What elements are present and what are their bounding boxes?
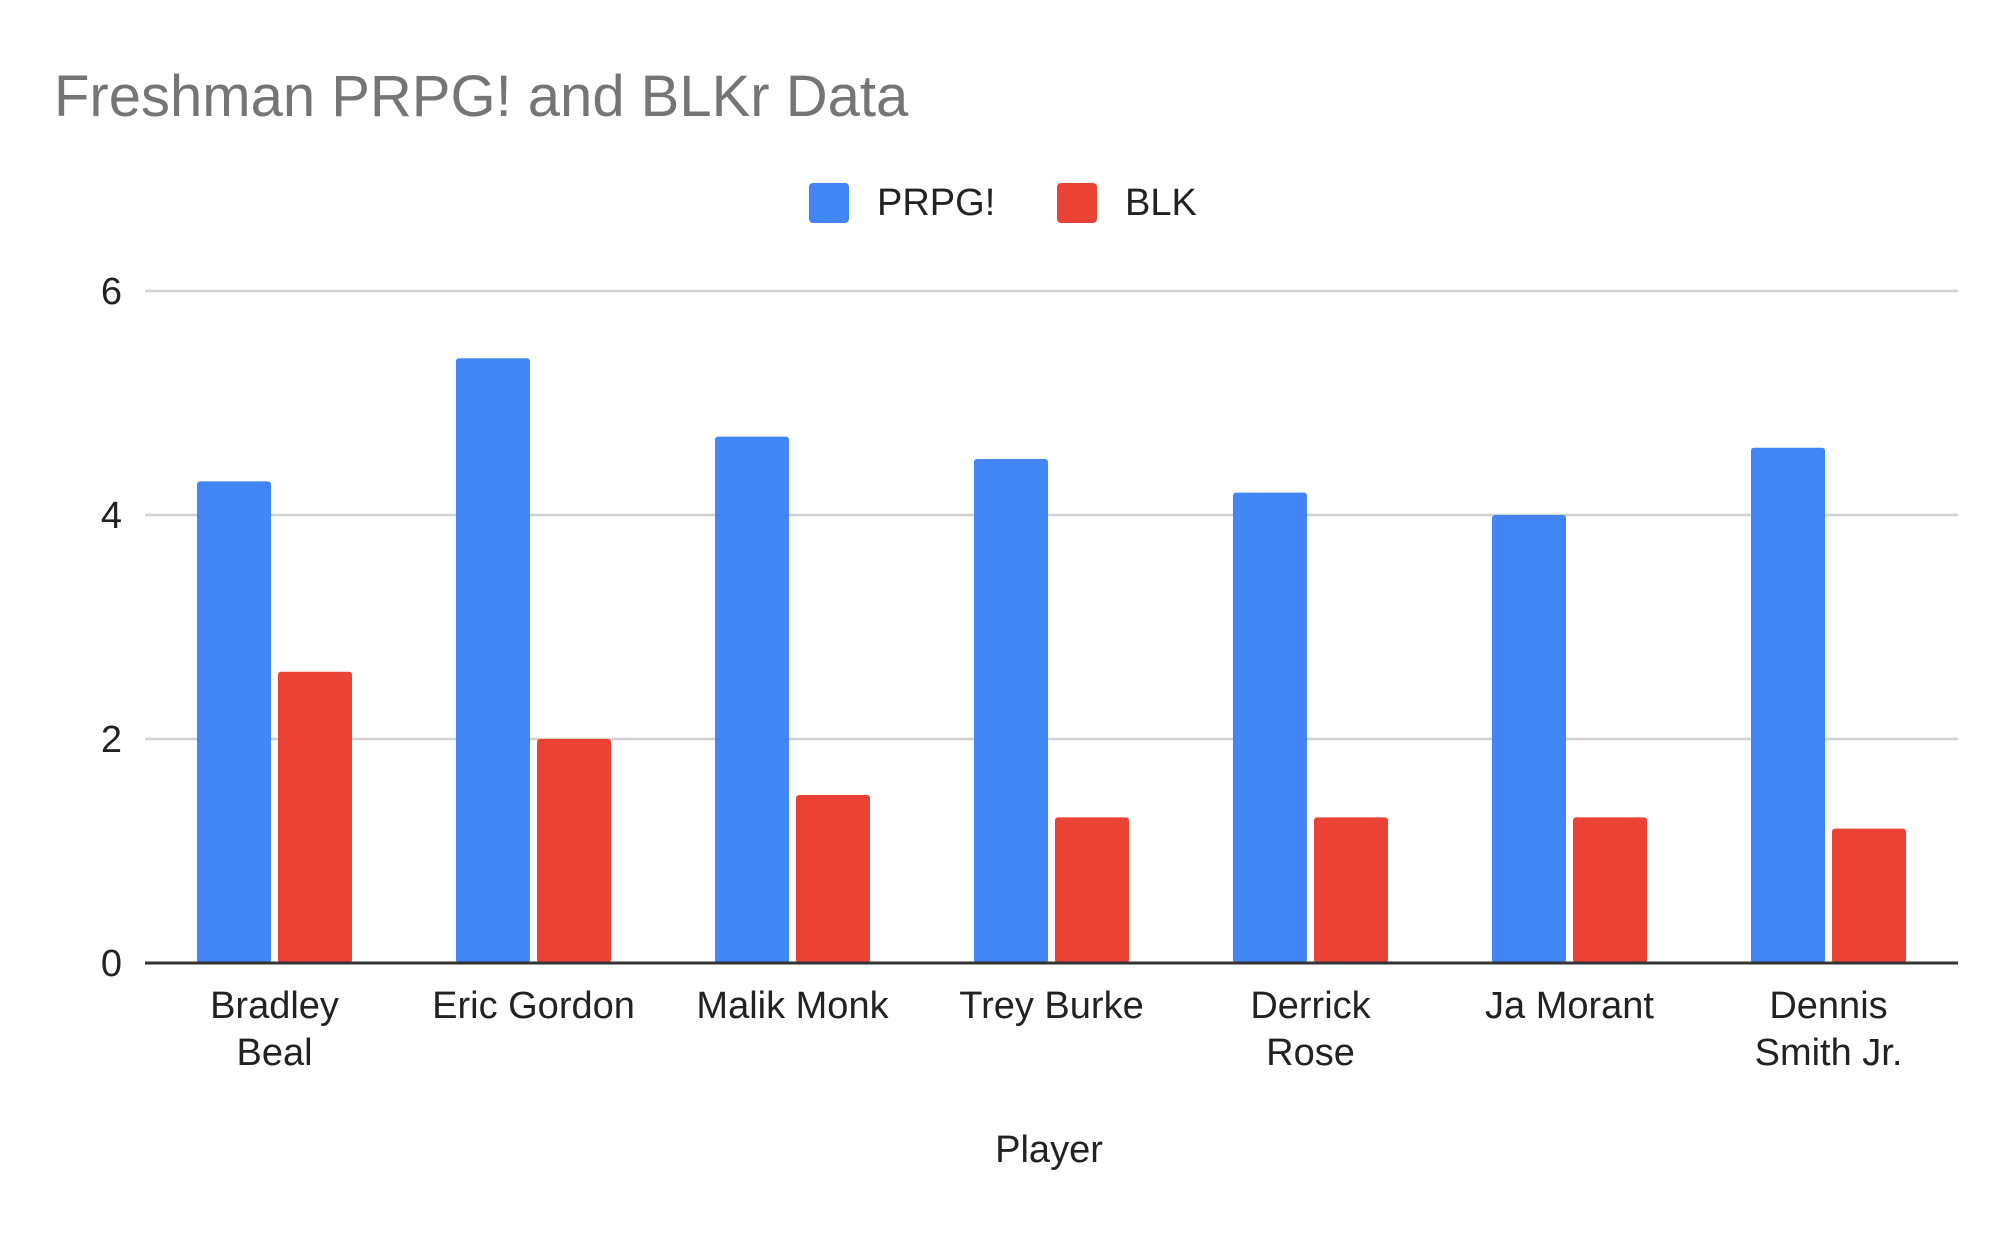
bars (197, 358, 1906, 964)
bar-blk-6 (1832, 828, 1906, 963)
bar-blk-5 (1573, 817, 1647, 963)
x-tick-label-2: Malik Monk (696, 985, 889, 1027)
chart-title: Freshman PRPG! and BLKr Data (54, 64, 909, 129)
bar-prpg-1 (456, 358, 530, 963)
bar-prpg-0 (197, 481, 271, 963)
legend: PRPG! BLK (809, 182, 1197, 224)
legend-swatch-1 (1057, 183, 1097, 223)
bar-prpg-4 (1233, 492, 1307, 963)
bar-blk-2 (796, 795, 870, 963)
bar-blk-0 (278, 671, 352, 963)
x-axis-ticks: Bradley Beal Eric Gordon Malik Monk Trey Bur… (210, 985, 1902, 1074)
x-tick-label-0: Bradley Beal (210, 985, 339, 1074)
gridlines (145, 289, 1958, 741)
y-tick-label-2: 4 (101, 495, 122, 537)
y-tick-label-1: 2 (101, 719, 122, 761)
bar-prpg-2 (715, 436, 789, 964)
x-tick-label-4: Derrick Rose (1250, 985, 1371, 1074)
bar-blk-1 (537, 739, 611, 963)
legend-label-0: PRPG! (877, 182, 995, 224)
y-tick-label-3: 6 (101, 271, 122, 313)
x-tick-label-5: Ja Morant (1485, 985, 1654, 1027)
y-tick-label-0: 0 (101, 943, 122, 985)
legend-swatch-0 (809, 183, 849, 223)
bar-blk-3 (1055, 817, 1129, 963)
bar-blk-4 (1314, 817, 1388, 963)
x-tick-label-1: Eric Gordon (432, 985, 635, 1027)
x-axis-title: Player (995, 1129, 1103, 1171)
x-tick-label-6: Dennis Smith Jr. (1755, 985, 1903, 1074)
legend-label-1: BLK (1125, 182, 1197, 224)
y-axis-ticks: 0 2 4 6 (101, 271, 122, 985)
bar-prpg-5 (1492, 515, 1566, 963)
bar-prpg-3 (974, 459, 1048, 963)
x-tick-label-3: Trey Burke (959, 985, 1143, 1027)
bar-prpg-6 (1751, 447, 1825, 963)
